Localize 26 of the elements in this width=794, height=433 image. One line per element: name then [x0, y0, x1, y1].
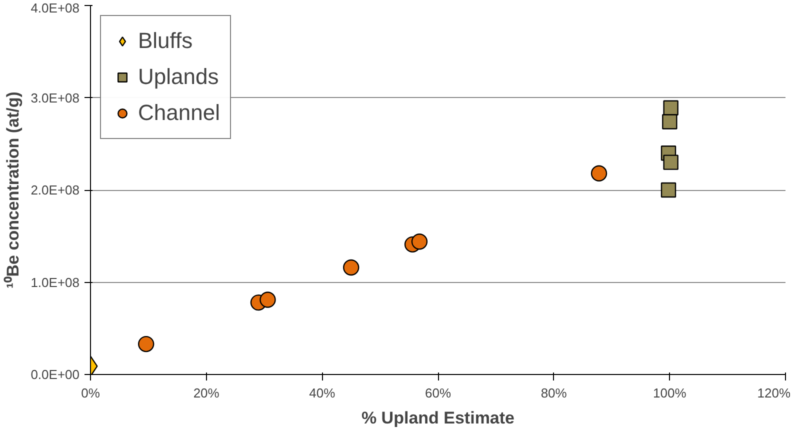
- x-tick-label: 40%: [309, 386, 336, 400]
- y-axis-title: ¹⁰Be concentration (at/g): [4, 92, 23, 288]
- y-tick-label: 4.0E+08: [30, 0, 80, 16]
- legend-label: Channel: [138, 100, 220, 126]
- x-tick-label: 80%: [540, 386, 568, 400]
- point: [663, 154, 678, 170]
- point: [411, 234, 428, 250]
- point: [663, 100, 678, 116]
- legend-label: Bluffs: [138, 28, 193, 54]
- x-tick-label: 100%: [653, 386, 687, 400]
- point: [660, 182, 676, 198]
- x-tick-label: 20%: [193, 386, 220, 400]
- y-tick-label: 2.0E+08: [30, 182, 80, 198]
- point: [590, 165, 608, 182]
- legend-label: Uplands: [138, 64, 219, 90]
- y-tick-label: 1.0E+08: [30, 274, 80, 290]
- y-tick-label: 3.0E+08: [30, 90, 80, 106]
- point: [662, 114, 678, 130]
- y-tick-label: 0.0E+00: [30, 367, 80, 382]
- point: [260, 292, 276, 308]
- point: [138, 336, 154, 352]
- x-axis-title: % Upland Estimate: [361, 408, 515, 428]
- x-tick-label: 60%: [424, 386, 452, 400]
- point: [343, 259, 360, 276]
- x-tick-label: 0%: [81, 386, 100, 400]
- x-tick-label: 120%: [757, 386, 791, 400]
